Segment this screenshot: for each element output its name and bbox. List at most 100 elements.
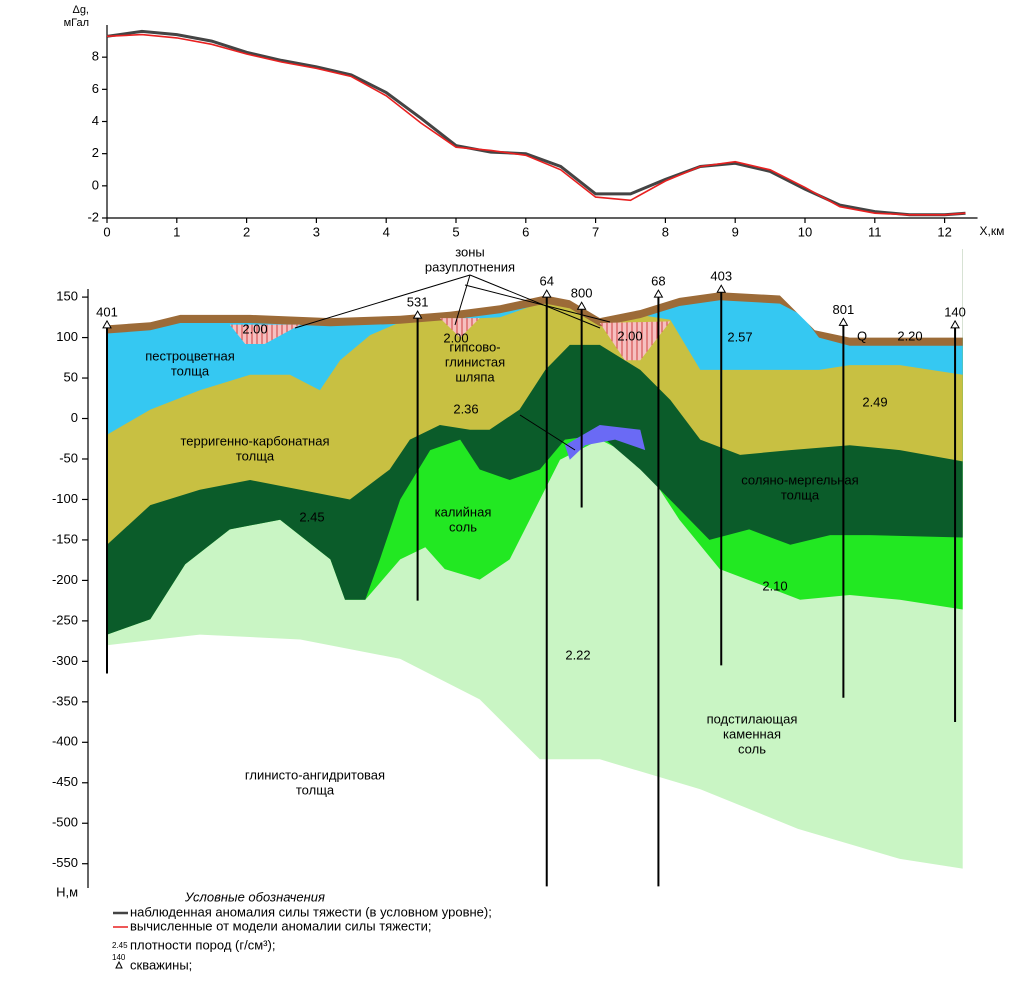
- y-axis-label: мГал: [64, 17, 89, 29]
- y-axis-label: Δg,: [72, 4, 89, 16]
- layer: [107, 249, 963, 338]
- y-tick-label: -300: [52, 653, 78, 668]
- well-head: [716, 284, 727, 293]
- y-tick-label: -200: [52, 572, 78, 587]
- patch: [599, 321, 671, 361]
- y-tick-label: 6: [92, 81, 99, 96]
- y-tick-label: 2: [92, 145, 99, 160]
- x-tick-label: 11: [868, 224, 882, 239]
- x-tick-label: 0: [103, 224, 110, 239]
- y-tick-label: 0: [92, 177, 99, 192]
- patch: [564, 425, 646, 460]
- well-head: [950, 319, 960, 329]
- well-label: 801: [833, 302, 855, 317]
- leader-line: [519, 414, 576, 451]
- legend-entry: наблюденная аномалия силы тяжести (в усл…: [130, 904, 492, 919]
- x-tick-label: 4: [383, 224, 390, 239]
- y-tick-label: -2: [87, 209, 99, 224]
- well-label: 800: [571, 286, 593, 301]
- annotation: соль: [449, 519, 477, 534]
- series-line: [106, 29, 966, 217]
- y-tick-label: -100: [52, 491, 78, 506]
- annotation: 2.00: [617, 328, 642, 343]
- y-tick-label: 0: [71, 410, 78, 425]
- x-tick-label: 2: [243, 224, 250, 239]
- annotation: зоны: [455, 244, 485, 259]
- well-label: 68: [651, 274, 665, 289]
- leader-line: [294, 274, 471, 329]
- annotation: толща: [171, 363, 210, 378]
- section: [107, 249, 963, 869]
- annotation: толща: [781, 487, 820, 502]
- well-label: 140: [944, 304, 966, 319]
- annotation: соль: [738, 741, 766, 756]
- x-tick-label: 1: [173, 224, 180, 239]
- x-tick-label: 6: [522, 224, 529, 239]
- y-tick-label: 50: [64, 369, 78, 384]
- x-tick-label: 7: [592, 224, 599, 239]
- annotation: глинисто-ангидритовая: [245, 767, 385, 782]
- well-head: [576, 301, 587, 310]
- legend-well-icon: [115, 960, 123, 969]
- annotation: 2.45: [299, 509, 324, 524]
- annotation: калийная: [435, 504, 492, 519]
- annotation: толща: [236, 448, 275, 463]
- x-axis-label: X,км: [980, 224, 1005, 238]
- annotation: каменная: [723, 726, 781, 741]
- leader-line: [464, 284, 611, 323]
- y-tick-label: -150: [52, 531, 78, 546]
- y-tick-label: -500: [52, 815, 78, 830]
- annotation: терригенно-карбонатная: [181, 433, 330, 448]
- annotation: гипсово-: [449, 339, 500, 354]
- annotation: пестроцветная: [145, 348, 235, 363]
- patch: [439, 318, 480, 338]
- annotation: 2.00: [242, 321, 267, 336]
- annotation: разуплотнения: [425, 259, 515, 274]
- annotation: толща: [296, 782, 335, 797]
- well-label: 403: [710, 269, 732, 284]
- legend-entry: скважины;: [130, 957, 192, 972]
- y-tick-label: -350: [52, 693, 78, 708]
- leader-line: [469, 274, 601, 329]
- well-head: [653, 289, 664, 298]
- well-label: 401: [96, 304, 118, 319]
- annotation: глинистая: [445, 354, 505, 369]
- x-tick-label: 12: [937, 224, 951, 239]
- annotation: 2.36: [453, 401, 478, 416]
- well-head: [541, 289, 552, 298]
- y-tick-label: 4: [92, 113, 99, 128]
- patch: [229, 324, 301, 344]
- legend-title: Условные обозначения: [184, 889, 325, 904]
- annotation: 2.20: [897, 328, 922, 343]
- y-tick-label: 150: [56, 289, 78, 304]
- annotation: 2.22: [565, 647, 590, 662]
- series-line: [106, 33, 966, 216]
- y-tick-label: 8: [92, 49, 99, 64]
- x-tick-label: 5: [452, 224, 459, 239]
- y-tick-label: -400: [52, 734, 78, 749]
- well-head: [838, 317, 849, 326]
- well-label: 531: [407, 295, 429, 310]
- annotation: соляно-мергельная: [741, 472, 858, 487]
- well-label: 64: [540, 274, 554, 289]
- y-tick-label: -250: [52, 612, 78, 627]
- y-axis-label: Н,м: [56, 884, 78, 899]
- legend-entry: вычисленные от модели аномалии силы тяже…: [130, 918, 431, 933]
- legend-sample: 2.45: [112, 941, 128, 950]
- x-tick-label: 8: [662, 224, 669, 239]
- x-tick-label: 9: [732, 224, 739, 239]
- annotation: 2.10: [762, 578, 787, 593]
- annotation: Q: [857, 328, 867, 343]
- x-tick-label: 10: [798, 224, 812, 239]
- annotation: 2.00: [443, 330, 468, 345]
- x-tick-label: 3: [313, 224, 320, 239]
- annotation: подстилающая: [707, 711, 798, 726]
- y-tick-label: -550: [52, 855, 78, 870]
- y-tick-label: -450: [52, 774, 78, 789]
- well-head: [102, 319, 112, 329]
- y-tick-label: -50: [59, 450, 78, 465]
- annotation: шляпа: [455, 369, 495, 384]
- legend-entry: плотности пород (г/см³);: [130, 937, 275, 952]
- legend-sample: 140: [112, 953, 126, 962]
